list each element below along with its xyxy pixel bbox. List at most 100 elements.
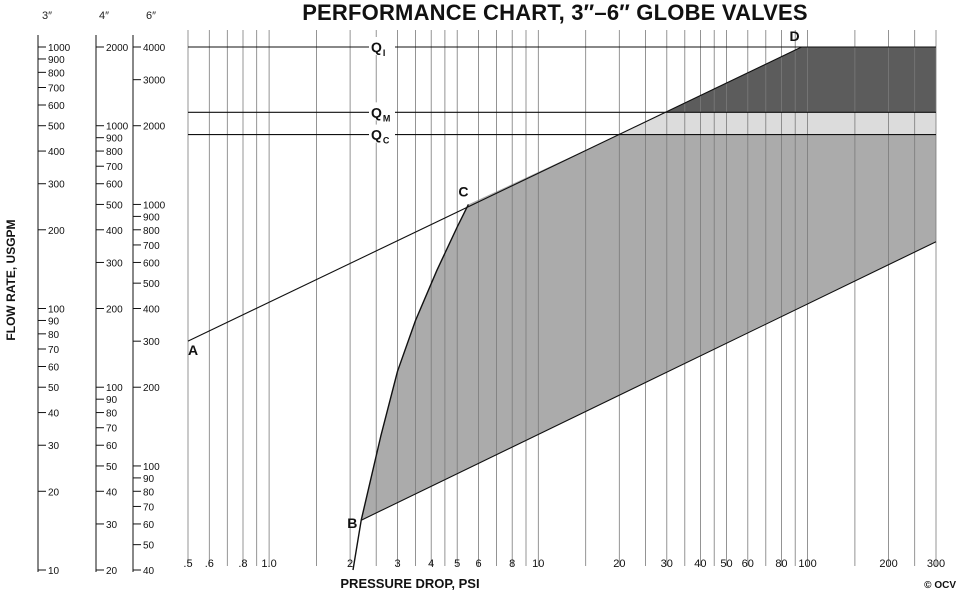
y-tick-label: 20	[106, 566, 118, 577]
x-tick-label: 2	[347, 558, 353, 570]
y-tick-label: 40	[48, 409, 60, 420]
y-tick-label: 2000	[106, 43, 129, 54]
curve-lines	[187, 46, 937, 571]
axis-size-3in: 3″	[42, 10, 53, 22]
axis-size-4in: 4″	[99, 10, 110, 22]
y-tick-label: 800	[106, 147, 123, 158]
y-tick-label: 3000	[143, 76, 166, 87]
y-tick-label: 200	[48, 226, 65, 237]
x-tick-label: 10	[532, 558, 544, 570]
y-tick-label: 50	[106, 462, 118, 473]
y-axes: 1000900800700600500400300200100908070605…	[37, 35, 166, 577]
y-tick-label: 60	[143, 520, 155, 531]
x-tick-label: 80	[775, 558, 787, 570]
y-tick-label: 300	[143, 337, 160, 348]
reference-label-sub: C	[383, 136, 390, 146]
reference-label-bg	[369, 124, 395, 143]
y-tick-label: 900	[48, 55, 65, 66]
x-axis-label: PRESSURE DROP, PSI	[340, 576, 480, 591]
y-tick-label: 100	[48, 305, 65, 316]
y-tick-label: 700	[48, 84, 65, 95]
y-tick-label: 4000	[143, 43, 166, 54]
x-tick-label: 5	[454, 558, 460, 570]
y-tick-label: 300	[106, 258, 123, 269]
y-tick-label: 60	[48, 363, 60, 374]
x-tick-label: 3	[394, 558, 400, 570]
y-tick-label: 90	[106, 395, 118, 406]
y-tick-label: 60	[106, 441, 118, 452]
y-tick-label: 80	[143, 487, 155, 498]
y-tick-label: 600	[106, 180, 123, 191]
reference-label-sub: M	[383, 113, 391, 123]
grid-lines	[187, 30, 937, 566]
x-tick-label: 200	[879, 558, 897, 570]
x-tick-label: 100	[798, 558, 816, 570]
x-tick-label: 40	[694, 558, 706, 570]
point-label-b: B	[347, 515, 357, 531]
y-tick-label: 400	[106, 226, 123, 237]
x-tick-label: 30	[661, 558, 673, 570]
y-tick-label: 600	[48, 101, 65, 112]
copyright-mark: © OCV	[924, 580, 956, 591]
y-tick-label: 90	[48, 316, 60, 327]
y-tick-label: 600	[143, 258, 160, 269]
x-tick-label: 20	[613, 558, 625, 570]
y-tick-label: 50	[143, 541, 155, 552]
upper-line	[187, 46, 802, 342]
point-label-a: A	[188, 342, 198, 358]
y-tick-label: 70	[106, 424, 118, 435]
x-tick-label: 4	[428, 558, 434, 570]
y-tick-label: 800	[48, 68, 65, 79]
y-tick-label: 700	[143, 241, 160, 252]
x-tick-label: 8	[509, 558, 515, 570]
region-fills	[361, 47, 936, 521]
reference-label: QI	[371, 39, 385, 58]
y-tick-label: 30	[106, 520, 118, 531]
y-tick-label: 10	[48, 566, 60, 577]
x-tick-label: 1.0	[261, 558, 276, 570]
y-tick-label: 900	[106, 134, 123, 145]
y-tick-label: 900	[143, 212, 160, 223]
region-momentary	[618, 112, 936, 135]
y-tick-label: 2000	[143, 122, 166, 133]
y-tick-label: 500	[143, 279, 160, 290]
y-tick-label: 90	[143, 474, 155, 485]
y-tick-label: 1000	[48, 43, 71, 54]
chart-title: PERFORMANCE CHART, 3″–6″ GLOBE VALVES	[302, 0, 808, 25]
y-tick-label: 500	[48, 122, 65, 133]
x-tick-label: 60	[742, 558, 754, 570]
y-tick-label: 200	[143, 383, 160, 394]
y-tick-label: 70	[48, 345, 60, 356]
reference-label-sub: I	[383, 48, 386, 58]
y-tick-label: 80	[48, 330, 60, 341]
y-tick-label: 40	[106, 487, 118, 498]
x-tick-label: 50	[720, 558, 732, 570]
x-tick-label: 300	[927, 558, 945, 570]
y-tick-label: 50	[48, 383, 60, 394]
y-tick-label: 1000	[106, 122, 129, 133]
point-label-c: C	[458, 183, 468, 199]
y-tick-label: 400	[143, 305, 160, 316]
y-tick-label: 400	[48, 147, 65, 158]
y-tick-label: 80	[106, 409, 118, 420]
x-tick-label: .5	[183, 558, 192, 570]
y-tick-label: 40	[143, 566, 155, 577]
y-tick-label: 800	[143, 226, 160, 237]
region-intermittent	[665, 47, 936, 113]
point-labels: A B C D	[188, 28, 800, 531]
y-tick-label: 700	[106, 162, 123, 173]
y-tick-label: 30	[48, 441, 60, 452]
y-tick-label: 500	[106, 200, 123, 211]
x-tick-label: .6	[205, 558, 214, 570]
x-tick-label: 6	[476, 558, 482, 570]
reference-label-bg	[369, 37, 395, 55]
x-tick-label: .8	[238, 558, 247, 570]
y-tick-label: 70	[143, 502, 155, 513]
y-tick-label: 100	[106, 383, 123, 394]
point-label-d: D	[790, 28, 800, 44]
region-normal	[361, 134, 936, 521]
y-tick-label: 200	[106, 305, 123, 316]
lower-line	[361, 241, 937, 521]
